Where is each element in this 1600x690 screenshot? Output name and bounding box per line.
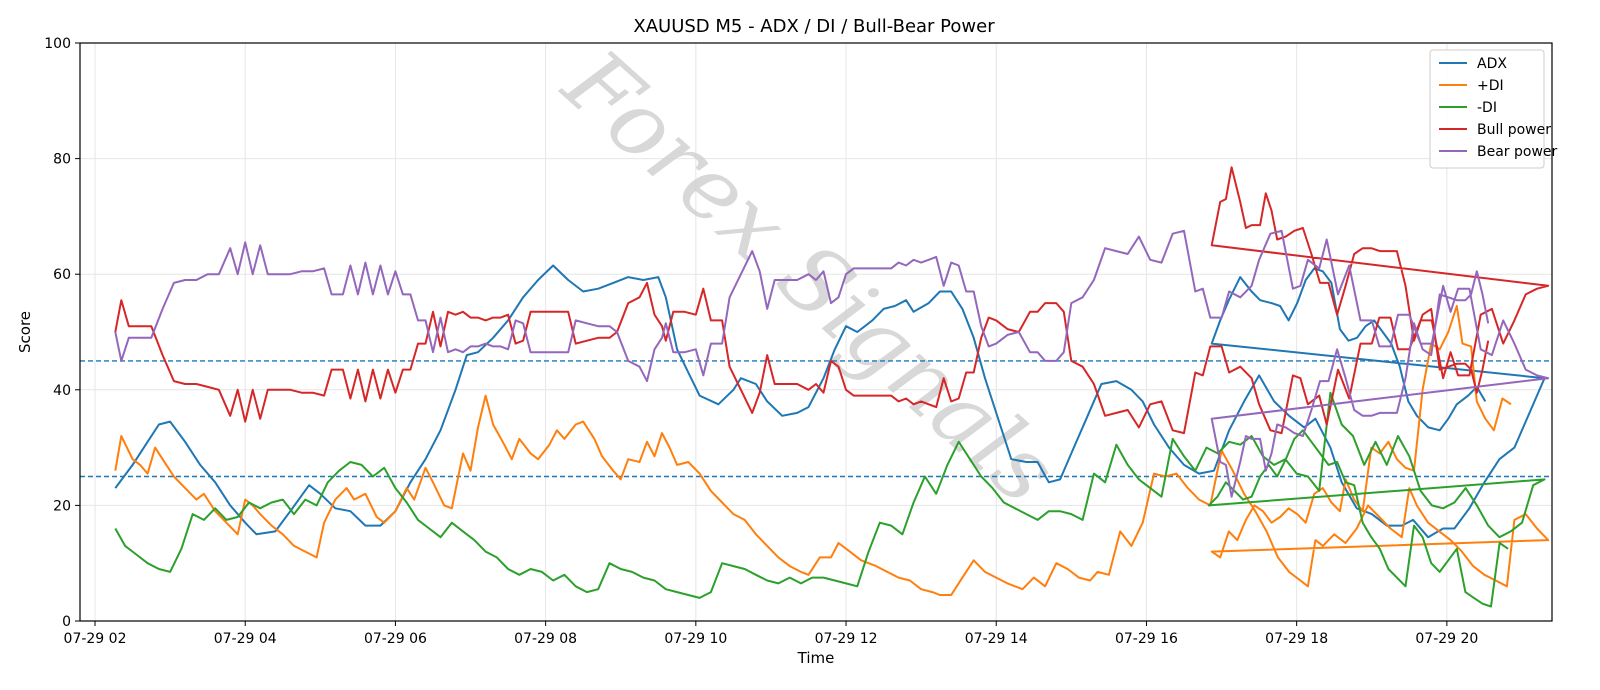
y-tick-label: 40 — [53, 383, 71, 399]
legend: ADX +DI -DI Bull power Bear power — [1429, 49, 1558, 169]
y-tick-label: 100 — [44, 36, 71, 52]
series-line-bear-power — [114, 229, 1550, 498]
series-lines — [114, 166, 1550, 608]
x-tick-label: 07-29 14 — [965, 631, 1028, 647]
legend-label: +DI — [1477, 78, 1504, 94]
x-tick-label: 07-29 16 — [1115, 631, 1178, 647]
series-line-di — [114, 305, 1550, 596]
y-axis-label: Score — [16, 311, 34, 353]
series-line-di — [114, 391, 1546, 608]
x-axis: 07-29 02 07-29 04 07-29 06 07-29 08 07-29 10… — [64, 621, 1478, 647]
legend-label: -DI — [1477, 100, 1497, 116]
x-tick-label: 07-29 08 — [514, 631, 577, 647]
chart-title: XAUUSD M5 - ADX / DI / Bull-Bear Power — [633, 16, 995, 37]
x-tick-label: 07-29 20 — [1415, 631, 1478, 647]
plot-frame — [79, 42, 1553, 622]
legend-label: ADX — [1477, 56, 1507, 72]
x-tick-label: 07-29 04 — [214, 631, 277, 647]
threshold-lines — [80, 360, 1552, 478]
y-tick-label: 0 — [62, 614, 71, 630]
x-tick-label: 07-29 12 — [815, 631, 878, 647]
y-tick-label: 60 — [53, 267, 71, 283]
y-axis: 0 20 40 60 80 100 — [44, 36, 80, 630]
legend-label: Bear power — [1477, 144, 1558, 160]
y-tick-label: 20 — [53, 498, 71, 514]
series-line-bull-power — [114, 166, 1550, 435]
x-tick-label: 07-29 18 — [1265, 631, 1328, 647]
series-line-adx — [114, 264, 1546, 539]
y-tick-label: 80 — [53, 152, 71, 168]
x-axis-label: Time — [797, 649, 835, 667]
legend-label: Bull power — [1477, 122, 1551, 138]
x-tick-label: 07-29 10 — [664, 631, 727, 647]
x-tick-label: 07-29 06 — [364, 631, 427, 647]
legend-box — [1429, 49, 1545, 169]
x-tick-label: 07-29 02 — [64, 631, 127, 647]
